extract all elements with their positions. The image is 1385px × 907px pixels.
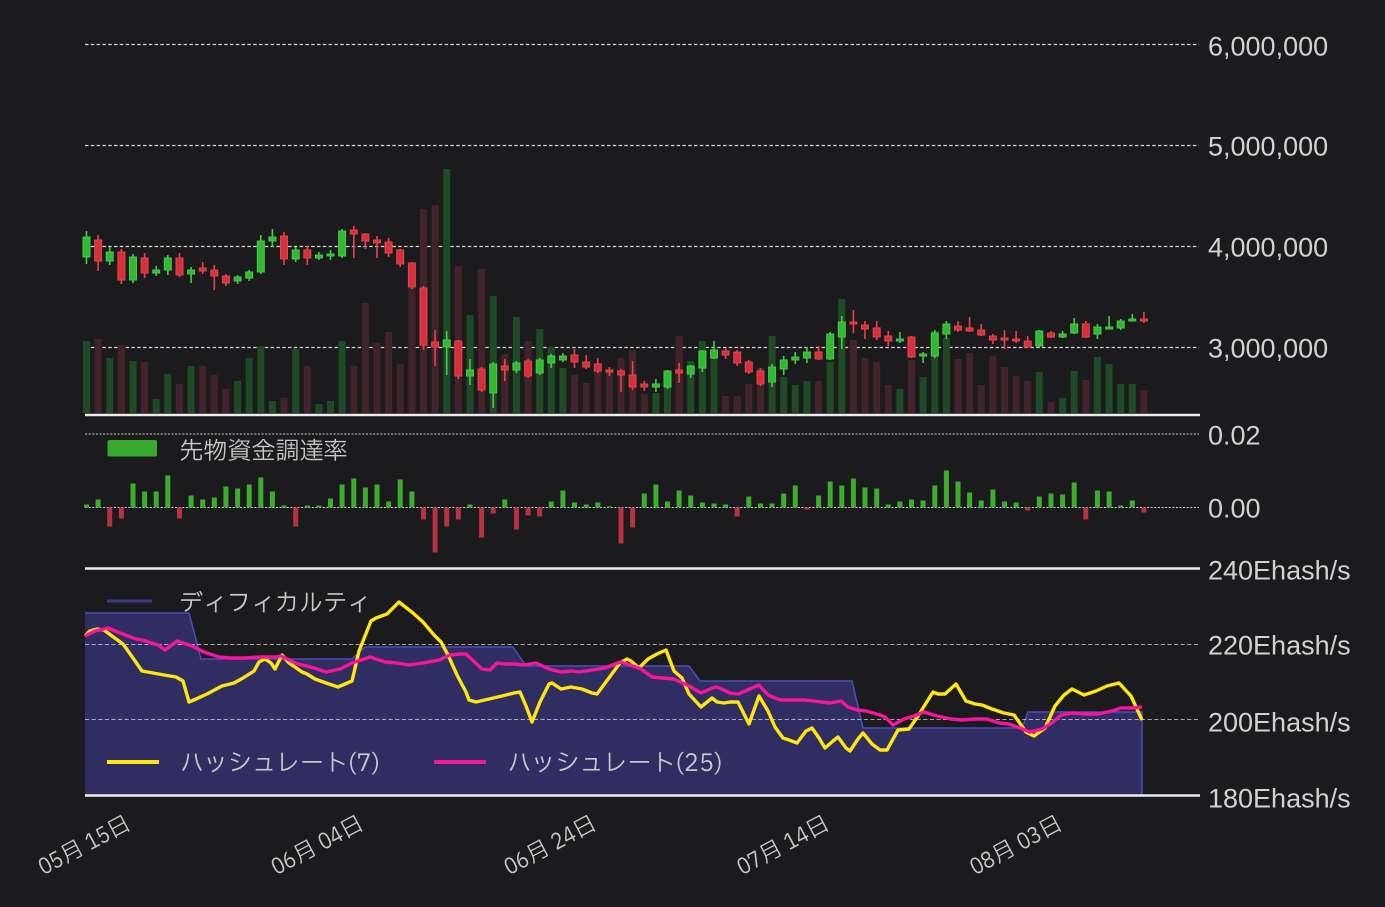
svg-text:6,000,000: 6,000,000: [1208, 32, 1328, 62]
svg-text:220Ehash/s: 220Ehash/s: [1208, 631, 1351, 661]
svg-text:240Ehash/s: 240Ehash/s: [1208, 556, 1351, 586]
svg-text:180Ehash/s: 180Ehash/s: [1208, 784, 1351, 814]
svg-text:4,000,000: 4,000,000: [1208, 233, 1328, 263]
svg-text:0.02: 0.02: [1208, 421, 1261, 451]
svg-text:200Ehash/s: 200Ehash/s: [1208, 708, 1351, 738]
svg-text:3,000,000: 3,000,000: [1208, 334, 1328, 364]
svg-text:0.00: 0.00: [1208, 494, 1261, 524]
svg-text:5,000,000: 5,000,000: [1208, 132, 1328, 162]
